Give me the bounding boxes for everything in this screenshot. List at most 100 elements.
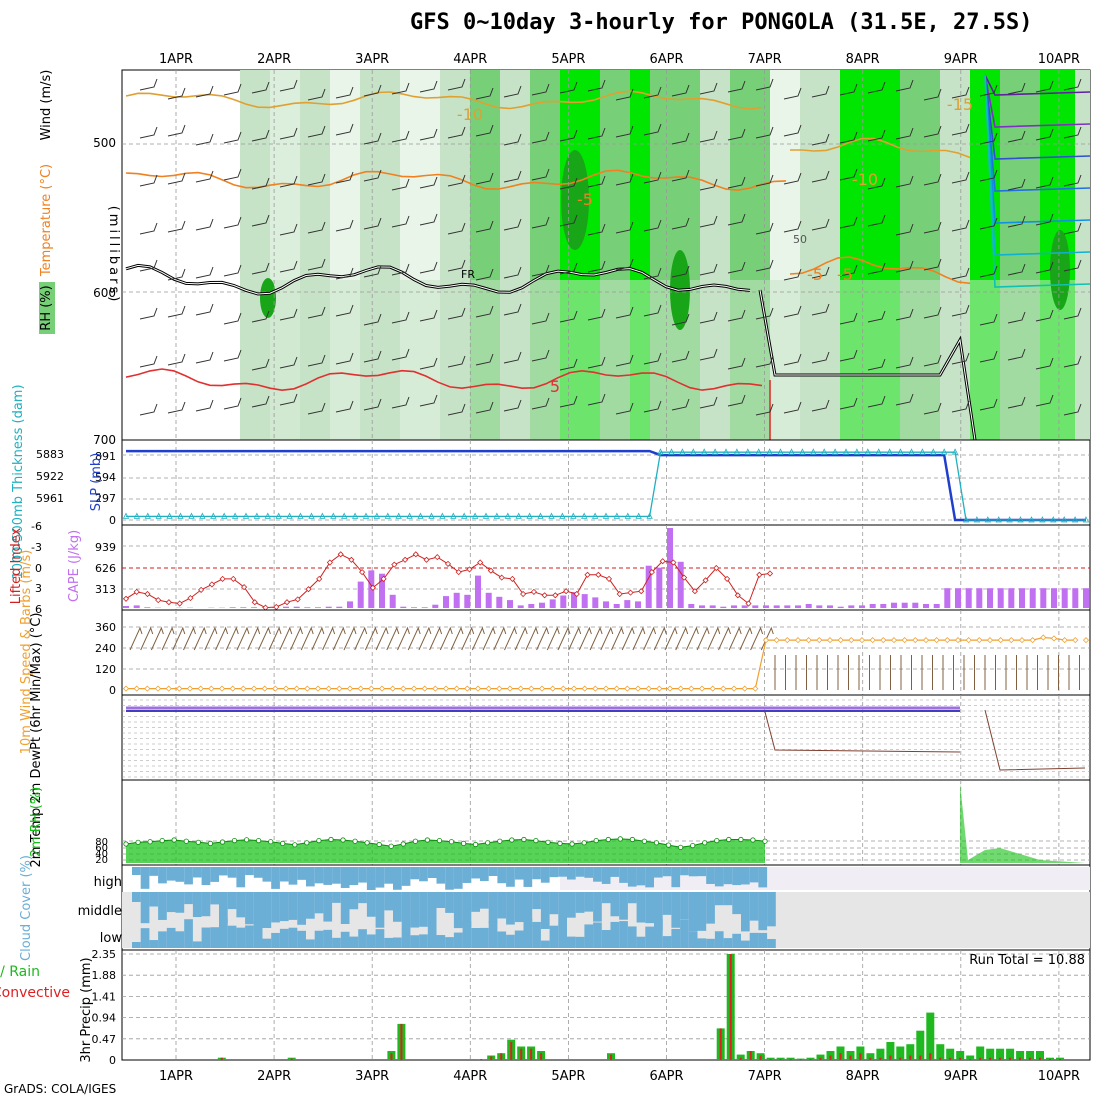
cape-bar bbox=[1061, 588, 1068, 608]
upper-wind-barb bbox=[139, 174, 158, 187]
wind-marker bbox=[432, 685, 439, 692]
upper-wind-barb bbox=[139, 355, 158, 368]
low-cloud-bar bbox=[358, 929, 367, 948]
upper-wind-barb bbox=[699, 263, 718, 276]
temperature-contours bbox=[125, 74, 1091, 441]
li-axis-title: Lifted Index bbox=[9, 527, 24, 604]
upper-wind-barb bbox=[223, 216, 242, 229]
upper-wind-barb bbox=[643, 267, 662, 280]
upper-wind-barb bbox=[615, 221, 634, 234]
middle-cloud-bar bbox=[706, 892, 715, 924]
upper-wind-barb bbox=[895, 308, 914, 321]
temperature-axis-title: Temperature (°C) bbox=[39, 164, 54, 277]
precip-conv-bar bbox=[899, 1057, 902, 1060]
wind-marker bbox=[186, 685, 194, 692]
cape-panel: -6 -3 0 3 6 313 626 939 Lifted Index CAPE (J/kg) bbox=[9, 520, 1091, 616]
grads-credit: GrADS: COLA/IGES bbox=[4, 1082, 117, 1096]
upper-wind-barb bbox=[699, 178, 718, 191]
thickness-marker bbox=[231, 512, 239, 519]
upper-wind-barb bbox=[727, 309, 746, 322]
thickness-marker bbox=[537, 512, 544, 519]
slp-tick: 0 bbox=[109, 514, 116, 527]
surface-wind-barb bbox=[375, 626, 389, 651]
li-marker bbox=[423, 556, 430, 563]
rh2m-marker bbox=[135, 839, 141, 845]
precip-conv-bar bbox=[839, 1053, 842, 1060]
cape-bar bbox=[731, 605, 737, 608]
li-marker bbox=[230, 575, 237, 582]
li-tick: 3 bbox=[35, 582, 42, 595]
slp-axis-title: SLP (mb) bbox=[89, 453, 104, 512]
li-marker bbox=[165, 599, 172, 606]
cape-bar bbox=[741, 605, 748, 608]
high-cloud-bar bbox=[132, 867, 141, 875]
surface-wind-barb bbox=[611, 626, 624, 651]
high-cloud-bar bbox=[366, 867, 376, 890]
upper-wind-barb bbox=[783, 353, 802, 366]
upper-air-grid bbox=[122, 70, 1090, 440]
upper-wind-barb bbox=[279, 175, 298, 188]
li-marker bbox=[584, 571, 591, 578]
high-cloud-bar bbox=[210, 867, 219, 882]
li-marker bbox=[144, 590, 151, 598]
wind-tick: 240 bbox=[95, 642, 116, 655]
contour-label: -5 bbox=[837, 265, 853, 284]
middle-cloud-bar bbox=[427, 892, 437, 927]
wind-marker bbox=[762, 637, 770, 644]
wind-marker bbox=[208, 685, 215, 692]
upper-wind-barb bbox=[811, 266, 830, 279]
low-cloud-bar bbox=[288, 927, 298, 948]
upper-wind-barb bbox=[475, 305, 494, 318]
precip-conv-bar bbox=[739, 1057, 742, 1060]
high-cloud-bar bbox=[140, 867, 150, 889]
wind-marker bbox=[464, 685, 471, 692]
middle-cloud-bar bbox=[166, 892, 176, 913]
thickness-marker bbox=[242, 512, 250, 519]
thickness-marker bbox=[122, 512, 130, 519]
middle-cloud-bar bbox=[627, 892, 637, 904]
precip-conv-bar bbox=[1009, 1057, 1012, 1060]
middle-cloud-bar bbox=[184, 892, 193, 905]
low-cloud-bar bbox=[462, 921, 472, 948]
temp-contour-minus5-upper bbox=[125, 169, 787, 192]
high-cloud-bar bbox=[419, 867, 428, 882]
surface-wind-barb bbox=[193, 626, 207, 651]
precip-total-bar bbox=[906, 1044, 915, 1060]
precip-total-bar bbox=[956, 1051, 965, 1060]
surface-wind-barb bbox=[578, 626, 592, 651]
wind-marker bbox=[506, 685, 514, 692]
upper-wind-barb bbox=[335, 304, 354, 317]
surface-wind-barb bbox=[718, 626, 731, 651]
low-cloud-bar bbox=[236, 927, 246, 948]
cape-bar bbox=[933, 604, 940, 608]
upper-wind-barb bbox=[839, 168, 858, 181]
thickness-marker bbox=[777, 448, 784, 455]
thickness-marker bbox=[373, 512, 381, 519]
high-cloud-bar bbox=[462, 867, 472, 883]
middle-cloud-bar bbox=[610, 892, 620, 917]
surface-wind-barb bbox=[739, 626, 753, 651]
precip-conv-bar bbox=[719, 1028, 722, 1060]
upper-wind-barb bbox=[335, 352, 354, 365]
thickness-marker bbox=[417, 512, 424, 519]
wind-marker bbox=[528, 685, 535, 692]
thickness-marker bbox=[842, 448, 850, 455]
precip-total-bar bbox=[806, 1057, 815, 1060]
high-cloud-bar bbox=[166, 867, 176, 881]
thickness-marker bbox=[930, 448, 937, 455]
middle-cloud-bar bbox=[723, 892, 733, 906]
li-marker bbox=[305, 586, 312, 593]
upper-wind-barb bbox=[923, 88, 942, 101]
upper-wind-barb bbox=[615, 125, 634, 138]
li-marker bbox=[283, 599, 291, 606]
rh2m-marker bbox=[593, 837, 599, 844]
li-marker bbox=[724, 575, 731, 582]
cape-bar bbox=[411, 607, 417, 608]
cape-bar bbox=[443, 596, 449, 608]
wind-marker bbox=[549, 685, 556, 692]
high-cloud-bar bbox=[567, 867, 576, 880]
upper-wind-barb bbox=[167, 220, 186, 233]
upper-wind-barb bbox=[699, 215, 718, 228]
freezing-line-inner bbox=[125, 264, 751, 295]
surface-wind-barb bbox=[525, 626, 539, 651]
